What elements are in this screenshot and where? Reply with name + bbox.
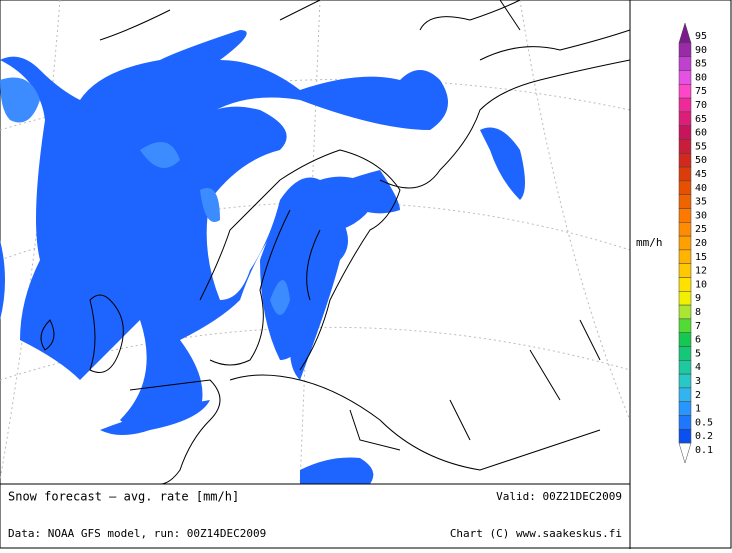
legend-swatch (678, 429, 692, 444)
legend-swatch (678, 153, 692, 168)
data-source: Data: NOAA GFS model, run: 00Z14DEC2009 (8, 527, 266, 540)
legend-label: 30 (695, 210, 707, 221)
legend-label: 5 (695, 348, 701, 359)
legend-label: 50 (695, 155, 707, 166)
legend-label: 20 (695, 238, 707, 249)
legend-swatch (678, 277, 692, 292)
legend-unit: mm/h (636, 236, 663, 249)
legend-swatch (678, 180, 692, 195)
legend-swatch (678, 332, 692, 347)
legend-label: 0.5 (695, 417, 713, 428)
map (0, 0, 631, 485)
legend-label: 35 (695, 197, 707, 208)
legend-label: 85 (695, 59, 707, 70)
legend-label: 0.2 (695, 431, 713, 442)
legend-label: 40 (695, 183, 707, 194)
legend-label: 12 (695, 266, 707, 277)
legend-label: 70 (695, 100, 707, 111)
legend-label: 95 (695, 31, 707, 42)
legend-swatch (678, 70, 692, 85)
legend-label: 3 (695, 376, 701, 387)
legend-label: 55 (695, 141, 707, 152)
legend-label: 1 (695, 404, 701, 415)
legend-label: 90 (695, 45, 707, 56)
legend-label: 60 (695, 128, 707, 139)
legend-swatch (678, 373, 692, 389)
legend-swatch (678, 84, 692, 99)
legend-label: 7 (695, 321, 701, 332)
legend-swatch (678, 235, 692, 251)
legend-swatch (678, 111, 692, 126)
legend-swatch (678, 401, 692, 416)
legend-swatch (678, 346, 692, 361)
credit: Chart (C) www.saakeskus.fi (450, 527, 622, 540)
legend-label: 8 (695, 307, 701, 318)
map-title: Snow forecast – avg. rate [mm/h] (8, 490, 239, 504)
legend-label: 9 (695, 293, 701, 304)
legend-label: 4 (695, 362, 701, 373)
legend-label: 45 (695, 169, 707, 180)
legend-swatch (678, 318, 692, 333)
legend-label: 0.1 (695, 445, 713, 456)
legend-swatch (678, 415, 692, 430)
legend-label: 80 (695, 72, 707, 83)
legend-label: 25 (695, 224, 707, 235)
legend-swatch (678, 263, 692, 278)
legend-label: 75 (695, 86, 707, 97)
legend-swatch (678, 387, 692, 402)
legend-arrow (678, 442, 692, 464)
legend-label: 6 (695, 335, 701, 346)
legend-swatch (678, 139, 692, 154)
legend-swatch (678, 56, 692, 71)
valid-time: Valid: 00Z21DEC2009 (496, 490, 622, 503)
legend-swatch (678, 304, 692, 320)
legend-swatch (678, 249, 692, 264)
legend: 9590858075706560555045403530252015121098… (678, 22, 713, 464)
legend-label: 10 (695, 279, 707, 290)
legend-swatch (678, 166, 692, 182)
legend-label: 2 (695, 390, 701, 401)
legend-swatch (678, 208, 692, 223)
legend-swatch (678, 222, 692, 237)
legend-label: 65 (695, 114, 707, 125)
legend-label: 15 (695, 252, 707, 263)
legend-swatch (678, 194, 692, 209)
legend-swatch (678, 291, 692, 306)
legend-swatch (678, 125, 692, 140)
legend-swatch (678, 360, 692, 375)
legend-swatch (678, 42, 692, 57)
legend-swatch (678, 97, 692, 113)
